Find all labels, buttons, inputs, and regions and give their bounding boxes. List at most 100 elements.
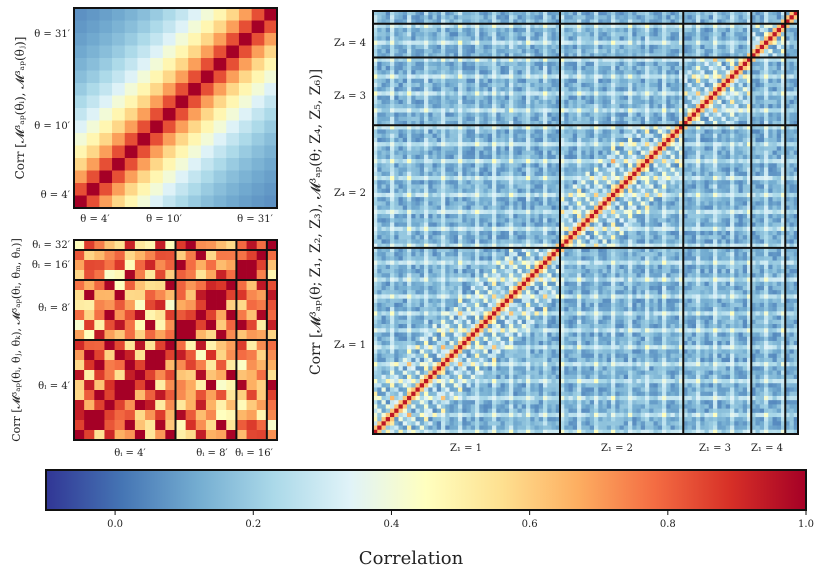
bl-cell: [205, 390, 217, 401]
r-cell: [606, 159, 612, 164]
r-cell: [759, 57, 765, 63]
bl-cell: [185, 390, 197, 401]
r-cell: [534, 154, 540, 160]
r-cell: [560, 19, 565, 25]
r-cell: [679, 23, 684, 29]
r-cell: [560, 129, 565, 135]
r-cell: [504, 159, 510, 164]
tl-cell: [226, 108, 240, 121]
r-cell: [657, 180, 663, 185]
r-cell: [419, 61, 425, 67]
r-cell: [581, 11, 586, 16]
r-cell: [645, 53, 650, 58]
r-cell: [577, 159, 582, 164]
r-cell: [691, 180, 697, 185]
r-cell: [394, 150, 399, 156]
r-cell: [772, 70, 778, 75]
r-cell: [564, 57, 569, 63]
r-cell: [704, 112, 710, 118]
r-cell: [619, 150, 625, 156]
r-cell: [526, 61, 531, 67]
r-cell: [475, 112, 480, 118]
r-cell: [781, 116, 786, 122]
r-cell: [589, 159, 595, 164]
r-cell: [653, 175, 659, 181]
r-cell: [424, 27, 429, 33]
r-cell: [725, 65, 731, 71]
r-cell: [606, 104, 612, 109]
tl-cell: [213, 195, 227, 209]
r-cell: [534, 27, 540, 33]
r-cell: [436, 78, 442, 84]
r-cell: [670, 159, 676, 164]
r-cell: [572, 120, 578, 126]
r-cell: [691, 99, 697, 105]
r-cell: [662, 44, 667, 50]
r-cell: [419, 125, 425, 130]
r-cell: [458, 154, 463, 160]
r-cell: [466, 180, 472, 185]
r-cell: [670, 19, 676, 25]
r-cell: [785, 53, 790, 58]
r-cell: [619, 142, 625, 147]
r-cell: [458, 125, 463, 130]
r-cell: [526, 15, 531, 20]
r-cell: [585, 44, 591, 50]
r-cell: [560, 150, 565, 156]
r-cell: [598, 95, 603, 101]
tl-cell: [99, 195, 113, 209]
r-cell: [568, 171, 574, 177]
r-cell: [530, 40, 535, 46]
bl-cell: [256, 260, 268, 271]
r-cell: [708, 108, 714, 113]
r-cell: [470, 70, 476, 75]
bl-cell: [236, 300, 247, 311]
r-cell: [776, 133, 782, 139]
r-cell: [734, 129, 739, 135]
r-cell: [415, 167, 421, 173]
r-cell: [632, 19, 637, 25]
r-cell: [470, 188, 476, 194]
r-cell: [496, 129, 501, 135]
tl-cell: [137, 45, 151, 59]
r-cell: [772, 40, 778, 46]
r-cell: [398, 32, 404, 37]
r-cell: [662, 133, 667, 139]
r-cell: [479, 125, 484, 130]
r-cell: [687, 32, 693, 37]
r-cell: [398, 116, 404, 122]
r-cell: [649, 23, 654, 29]
r-cell: [611, 120, 616, 126]
r-cell: [759, 53, 765, 58]
r-cell: [687, 150, 693, 156]
r-cell: [543, 57, 548, 63]
r-cell: [696, 49, 701, 54]
r-cell: [700, 175, 705, 181]
bl-cell: [155, 280, 166, 291]
r-cell: [606, 137, 612, 143]
r-cell: [526, 11, 531, 16]
bl-cell: [155, 290, 166, 301]
r-cell: [670, 112, 676, 118]
r-cell: [615, 129, 620, 135]
r-cell: [619, 133, 625, 139]
r-cell: [577, 57, 582, 63]
r-cell: [615, 120, 620, 126]
tl-cell: [213, 70, 227, 84]
r-cell: [568, 19, 574, 25]
r-cell: [462, 188, 467, 194]
r-cell: [674, 154, 680, 160]
r-cell: [662, 82, 667, 88]
r-cell: [445, 184, 450, 190]
r-cell: [483, 180, 489, 185]
r-cell: [419, 87, 425, 92]
r-cell: [683, 44, 688, 50]
r-cell: [615, 78, 620, 84]
r-cell: [402, 188, 408, 194]
r-cell: [785, 32, 790, 37]
r-cell: [785, 74, 790, 80]
r-cell: [653, 91, 659, 96]
r-cell: [547, 146, 552, 151]
r-cell: [768, 167, 773, 173]
r-cell: [730, 70, 735, 75]
